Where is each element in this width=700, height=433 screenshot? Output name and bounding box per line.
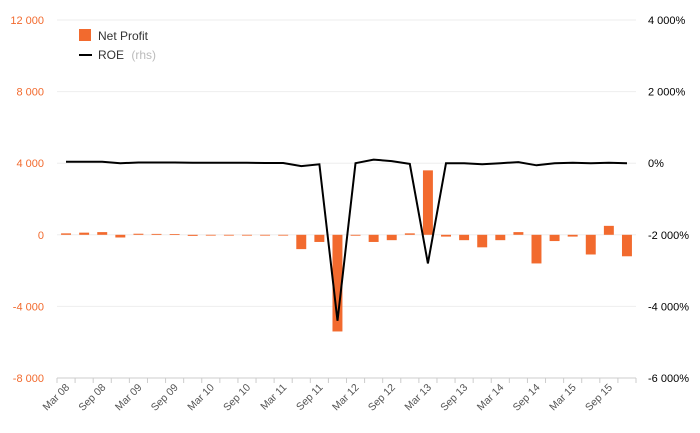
net-profit-bar [404,233,415,235]
right-tick-label: 4 000% [648,15,686,27]
left-tick-label: 8 000 [16,87,44,99]
left-axis-ticks: 12 000 8 000 4 000 0 -4 000 -8 000 [10,15,44,385]
net-profit-bar [133,233,144,235]
net-profit-bar [296,234,307,250]
right-tick-label: -2 000% [648,230,689,242]
net-profit-bar [187,234,198,236]
net-profit-bar [513,232,524,235]
net-profit-bar [422,170,433,235]
x-tick-label: Sep 12 [366,382,398,414]
net-profit-bar [205,234,216,236]
net-profit-bar [459,234,470,241]
right-tick-label: -6 000% [648,373,689,385]
right-axis-ticks: 4 000% 2 000% 0% -2 000% -4 000% -6 000% [648,15,689,385]
net-profit-bar [368,234,379,242]
net-profit-bar [169,234,180,235]
net-profit-bar [567,234,578,237]
net-profit-bar [61,233,72,235]
net-profit-bar [549,234,560,242]
legend-roe-name: ROE [98,48,124,62]
x-tick-label: Mar 09 [113,382,145,414]
roe-line [66,158,628,321]
net-profit-bar [314,234,325,242]
x-tick-label: Sep 10 [221,382,253,414]
net-profit-bar [242,234,252,236]
net-profit-bar [115,234,126,238]
x-tick-label: Mar 08 [41,382,73,414]
left-tick-label: -4 000 [13,301,44,313]
x-tick-label: Sep 13 [438,382,470,414]
x-tick-label: Sep 14 [511,382,543,414]
x-tick-label: Mar 15 [547,382,579,414]
x-axis-ticks: Mar 08 Sep 08 Mar 09 Sep 09 Mar 10 Sep 10 Mar … [41,378,637,414]
legend-label-net-profit: Net Profit [98,29,149,43]
x-tick-label: Sep 08 [76,382,108,414]
net-profit-bar [621,234,632,257]
right-tick-label: 0% [648,158,664,170]
x-tick-label: Sep 11 [294,382,326,414]
x-tick-label: Mar 10 [185,382,217,414]
net-profit-bar [441,234,451,237]
net-profit-bar [260,234,271,236]
net-profit-bar [585,234,596,255]
right-tick-label: -4 000% [648,301,689,313]
net-profit-bar [350,234,361,236]
legend-roe-note: (rhs) [131,48,156,62]
x-tick-label: Mar 12 [330,382,362,414]
legend-label-roe: ROE (rhs) [98,48,156,62]
right-tick-label: 2 000% [648,87,686,99]
net-profit-bar [223,234,234,236]
legend: Net Profit ROE (rhs) [79,29,156,62]
x-tick-label: Sep 09 [149,382,181,414]
roe-line-layer [66,158,628,321]
legend-swatch-net-profit [79,29,91,41]
net-profit-bar [278,234,289,236]
left-tick-label: -8 000 [13,373,44,385]
left-tick-label: 4 000 [16,158,44,170]
net-profit-bar [531,234,542,264]
x-tick-label: Mar 11 [258,382,289,413]
net-profit-bar [151,233,162,235]
net-profit-bar [495,234,506,241]
net-profit-bar [97,232,108,235]
net-profit-bar [386,234,397,241]
net-profit-bar [603,225,614,235]
x-tick-label: Mar 13 [402,382,434,414]
left-tick-label: 12 000 [10,15,44,27]
left-tick-label: 0 [38,230,44,242]
x-tick-label: Mar 14 [475,382,507,414]
gridlines [57,19,636,379]
net-profit-bar [79,232,90,235]
x-tick-label: Sep 15 [583,382,615,414]
net-profit-bar [332,234,343,332]
net-profit-bars [61,170,632,332]
net-profit-bar [477,234,488,248]
